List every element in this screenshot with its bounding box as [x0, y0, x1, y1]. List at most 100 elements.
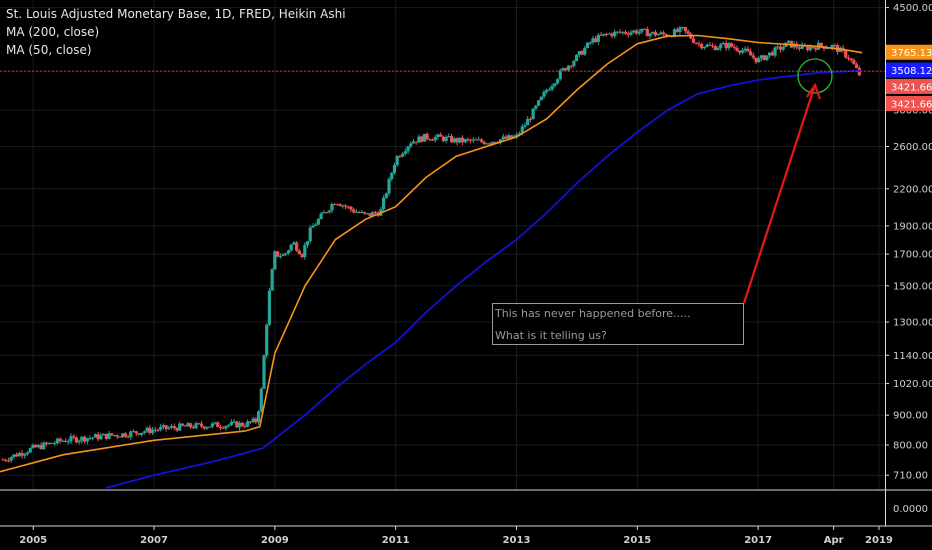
candle-body [515, 134, 519, 137]
candle-body [536, 100, 541, 106]
candle-body [830, 45, 834, 48]
candle-body [25, 452, 30, 455]
candle-body [708, 44, 712, 46]
candle-body [140, 432, 144, 435]
candle-body [675, 29, 679, 32]
candle-body [596, 34, 600, 42]
candle-body [640, 28, 644, 32]
candle-body [463, 139, 467, 143]
candle-body [180, 423, 185, 426]
candle-body [599, 34, 603, 36]
candle-body [161, 425, 166, 427]
candle-body [66, 441, 70, 443]
candle-body [664, 34, 668, 37]
candle-body [545, 90, 549, 92]
candle-body [118, 436, 122, 438]
candle-body [316, 219, 320, 225]
candle-body [343, 205, 348, 207]
candle-body [194, 423, 198, 429]
x-tick-label: 2009 [261, 535, 289, 546]
annotation-box[interactable]: This has never happened before..... What… [492, 303, 744, 345]
candle-body [205, 427, 209, 429]
x-tick-label: 2017 [744, 535, 772, 546]
candle-body [449, 136, 454, 143]
candle-body [591, 38, 595, 43]
price-badge-label: 3421.66 [891, 99, 932, 110]
candle-body [569, 65, 573, 67]
candle-body [42, 442, 46, 450]
candle-body [420, 136, 424, 142]
candle-body [240, 422, 244, 426]
x-tick-label: 2013 [503, 535, 531, 546]
candle-body [31, 444, 35, 449]
x-tick-label: 2019 [865, 535, 893, 546]
legend-title: St. Louis Adjusted Monetary Base, 1D, FR… [6, 7, 346, 21]
candle-body [107, 433, 111, 439]
candle-body [773, 47, 777, 56]
candle-body [333, 204, 337, 206]
candle-body [398, 156, 402, 158]
candle-body [439, 134, 443, 137]
candle-body [15, 454, 19, 457]
candle-body [417, 136, 421, 143]
candle-body [468, 139, 473, 141]
candle-body [178, 423, 182, 431]
candle-body [131, 431, 136, 433]
candle-body [672, 29, 677, 37]
price-badge-label: 3508.12 [891, 66, 932, 77]
candle-body [311, 225, 315, 228]
price-badge-ma50: 3765.13 [886, 44, 932, 60]
candle-body [243, 425, 247, 427]
candle-body [346, 206, 350, 208]
candle-body [61, 440, 65, 442]
candle-body [44, 442, 49, 444]
candle-body [164, 425, 168, 429]
candle-body [153, 429, 157, 431]
candle-body [36, 444, 40, 448]
candle-body [811, 46, 815, 48]
candle-body [55, 438, 59, 444]
candle-body [224, 425, 228, 429]
legend-ma50[interactable]: MA (50, close) [6, 43, 92, 57]
candle-body [797, 47, 802, 49]
candle-body [651, 31, 655, 34]
candle-body [553, 83, 557, 86]
candle-body [520, 126, 524, 134]
y-tick-label: 1500.00 [893, 281, 932, 292]
candle-body [47, 442, 51, 444]
candle-body [746, 48, 750, 52]
y-tick-label: 1140.00 [893, 351, 932, 362]
legend-ma200[interactable]: MA (200, close) [6, 25, 100, 39]
candle-body [411, 141, 416, 144]
x-tick-label: 2011 [382, 535, 410, 546]
candle-body [479, 139, 484, 142]
candle-body [102, 433, 106, 436]
candle-body [208, 426, 212, 428]
candle-body [289, 244, 293, 251]
candle-body [53, 443, 57, 445]
candle-body [246, 421, 250, 427]
candle-body [738, 50, 742, 53]
candle-body [327, 210, 331, 213]
candle-body [237, 422, 242, 428]
x-tick-label: 2005 [19, 535, 47, 546]
candle-body [433, 137, 437, 141]
candle-body [678, 27, 682, 32]
candle-body [735, 47, 739, 51]
candle-body [471, 139, 475, 141]
candle-body [721, 43, 726, 45]
candle-body [855, 64, 859, 68]
candle-body [91, 437, 95, 439]
candle-body [297, 250, 301, 255]
candle-body [849, 58, 853, 61]
candle-body [34, 444, 38, 448]
candle-body [186, 423, 190, 427]
candle-body [80, 436, 84, 441]
candle-body [683, 26, 687, 32]
candle-body [232, 421, 236, 423]
candle-body [632, 30, 636, 33]
time-axis[interactable]: 2005 2007 2009 2011 2013 2015 2017 Apr 2019 [19, 526, 893, 546]
candle-body [575, 54, 579, 61]
candle-body [175, 428, 179, 431]
